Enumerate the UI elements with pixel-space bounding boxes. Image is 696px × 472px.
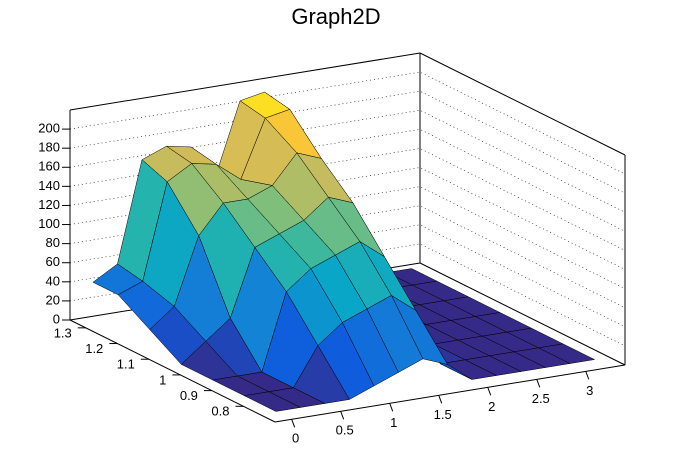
x-tick — [291, 419, 296, 428]
y-axis — [69, 319, 276, 423]
x-axis — [274, 364, 626, 423]
z-tick-label: 200 — [38, 121, 60, 136]
y-tick-label: 0.8 — [211, 404, 229, 419]
y-tick-label: 0.9 — [180, 388, 198, 403]
z-tick-label: 140 — [38, 178, 60, 193]
z-tick-label: 180 — [38, 140, 60, 155]
x-tick — [585, 371, 590, 380]
y-tick-label: 1 — [159, 372, 166, 387]
box-edge — [69, 52, 421, 111]
z-tick-label: 20 — [46, 292, 60, 307]
x-tick — [340, 411, 345, 420]
x-tick — [487, 387, 492, 396]
y-tick-label: 1.2 — [85, 341, 103, 356]
z-tick-label: 120 — [38, 197, 60, 212]
z-tick-label: 100 — [38, 216, 60, 231]
z-tick-label: 40 — [46, 273, 60, 288]
z-tick-label: 80 — [46, 235, 60, 250]
x-tick — [389, 403, 394, 412]
x-tick-label: 1.5 — [434, 407, 452, 422]
x-tick-label: 1 — [390, 415, 397, 430]
z-tick-label: 0 — [53, 311, 60, 326]
x-tick — [536, 379, 541, 388]
y-tick-label: 1.1 — [117, 357, 135, 372]
chart-title: Graph2D — [291, 4, 380, 29]
y-tick-label: 1.3 — [54, 325, 72, 340]
x-tick-label: 2.5 — [532, 391, 550, 406]
x-tick-label: 3 — [586, 383, 593, 398]
x-tick-label: 0 — [292, 431, 299, 446]
z-tick-label: 160 — [38, 159, 60, 174]
surface-cell — [243, 391, 302, 412]
x-tick-label: 2 — [488, 399, 495, 414]
x-tick — [438, 395, 443, 404]
box-edge — [419, 52, 626, 156]
z-tick-label: 60 — [46, 254, 60, 269]
x-tick-label: 0.5 — [336, 423, 354, 438]
